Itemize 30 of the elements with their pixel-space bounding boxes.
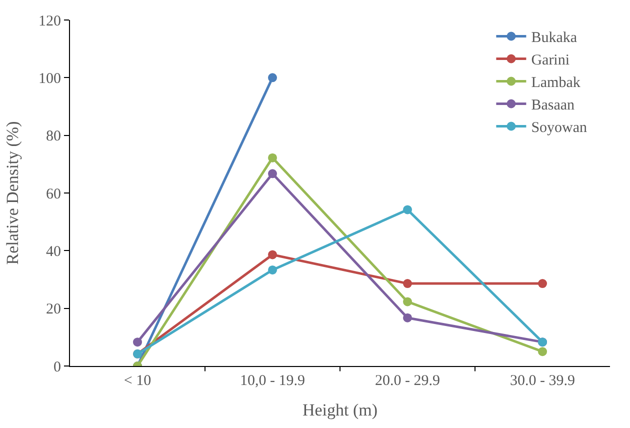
x-tick-label: 30.0 - 39.9 (510, 373, 575, 389)
y-tick-label: 60 (46, 186, 61, 202)
y-tick-label: 100 (38, 70, 61, 87)
legend-label: Basaan (531, 98, 576, 114)
point (538, 279, 547, 288)
point (268, 265, 277, 274)
legend-label: Soyowan (531, 120, 588, 136)
point (268, 73, 277, 82)
y-axis-title: Relative Density (%) (3, 121, 22, 265)
point (403, 279, 412, 288)
point (403, 313, 412, 322)
x-axis-title: Height (m) (302, 400, 378, 420)
x-tick-label: < 10 (124, 373, 152, 389)
y-tick-label: 120 (38, 13, 61, 30)
point (268, 250, 277, 260)
legend-label: Bukaka (531, 30, 578, 46)
legend-label: Lambak (531, 75, 581, 92)
y-tick-label: 20 (46, 302, 61, 318)
y-tick-label: 0 (54, 359, 61, 376)
point (268, 169, 277, 178)
y-tick-label: 40 (46, 244, 61, 260)
legend-label: Garini (531, 52, 570, 69)
y-tick-label: 80 (46, 128, 61, 145)
point (403, 205, 412, 214)
point (403, 297, 412, 306)
x-tick-label: 20.0 - 29.9 (375, 373, 440, 389)
point (268, 153, 277, 162)
point (133, 338, 142, 347)
point (538, 347, 547, 356)
x-tick-label: 10,0 - 19.9 (240, 373, 305, 389)
